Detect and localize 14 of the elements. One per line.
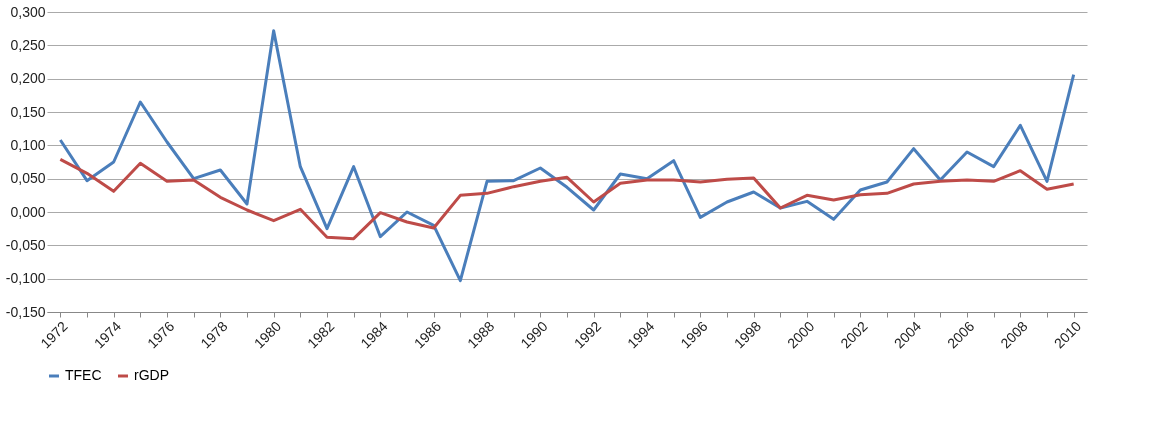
y-tick-label: -0,050 <box>5 236 46 253</box>
line-series <box>58 157 1076 241</box>
y-tick-label: 0,300 <box>10 3 46 20</box>
legend-label: rGDP <box>134 367 169 383</box>
y-tick-label: -0,100 <box>5 270 46 287</box>
y-tick-label: 0,250 <box>10 36 46 53</box>
y-tick-label: 0,000 <box>10 203 46 220</box>
y-tick-label: 0,100 <box>10 136 46 153</box>
y-tick-label: 0,200 <box>10 70 46 87</box>
y-tick-label: -0,150 <box>5 303 46 320</box>
line-series <box>58 29 1076 283</box>
legend-label: TFEC <box>65 367 102 383</box>
y-tick-label: 0,050 <box>10 170 46 187</box>
y-tick-label: 0,150 <box>10 103 46 120</box>
